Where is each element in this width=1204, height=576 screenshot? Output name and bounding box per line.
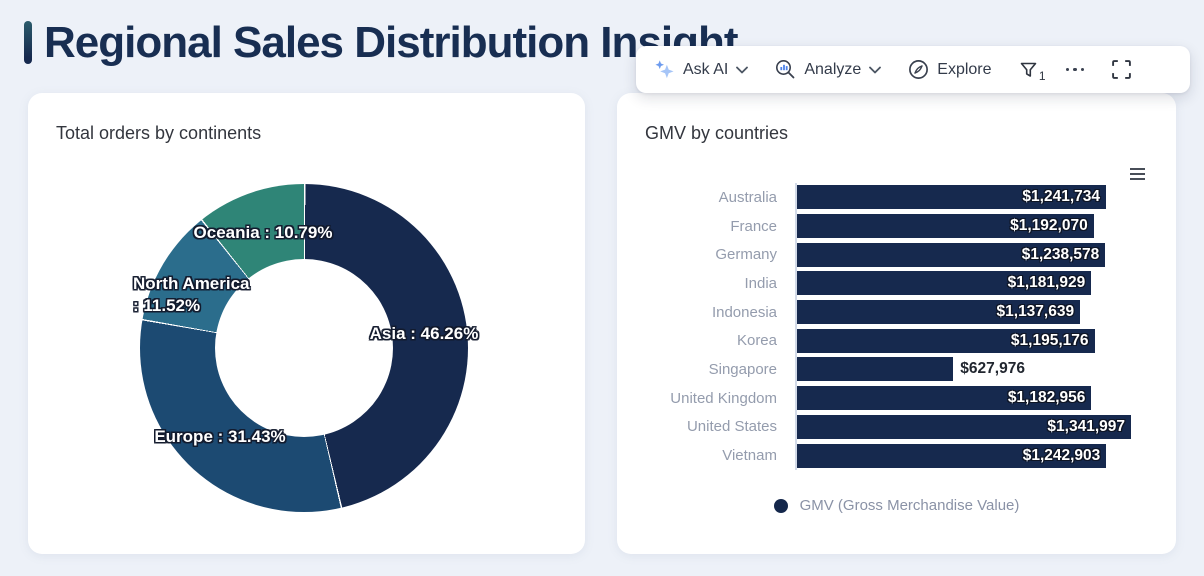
bar-row: United Kingdom $1,182,956	[617, 383, 1137, 413]
chevron-down-icon	[736, 66, 749, 74]
hamburger-menu-icon	[1129, 167, 1146, 181]
country-label: Germany	[715, 246, 777, 264]
country-label: United States	[686, 418, 777, 436]
country-label: Singapore	[708, 360, 777, 378]
gmv-bar[interactable]: $1,182,956	[797, 386, 1092, 411]
bar-card-title: GMV by countries	[645, 123, 789, 143]
bar-track: $1,182,956	[795, 383, 1137, 413]
bar-track: $1,242,903	[795, 441, 1137, 470]
chart-legend[interactable]: GMV (Gross Merchandise Value)	[617, 497, 1176, 514]
bar-row: Australia $1,241,734	[617, 183, 1137, 212]
donut-hole	[215, 259, 393, 437]
fullscreen-button[interactable]	[1111, 59, 1132, 80]
analyze-label: Analyze	[804, 60, 862, 78]
gmv-bar[interactable]: $1,137,639	[797, 300, 1081, 325]
bar-value-label: $1,238,578	[1021, 245, 1100, 263]
legend-label: GMV (Gross Merchandise Value)	[799, 497, 1020, 514]
more-options-button[interactable]	[1065, 67, 1085, 72]
bar-track: $1,241,734	[795, 183, 1137, 212]
gmv-bar[interactable]: $1,341,997	[797, 414, 1131, 439]
gmv-bar[interactable]: $1,195,176	[797, 328, 1095, 353]
gmv-bar[interactable]: $1,192,070	[797, 214, 1094, 239]
ask-ai-label: Ask AI	[683, 60, 729, 78]
bar-row: Korea $1,195,176	[617, 326, 1137, 356]
ask-ai-button[interactable]: Ask AI	[654, 59, 749, 80]
gmv-bar[interactable]: $1,241,734	[797, 185, 1106, 210]
bar-track: $627,976	[795, 355, 1137, 384]
bar-value-label: $1,181,929	[1007, 274, 1086, 292]
bar-chart: Australia $1,241,734 France $1,192,070 Germa…	[617, 183, 1137, 470]
bar-track: $1,181,929	[795, 269, 1137, 298]
chevron-down-icon	[869, 66, 882, 74]
bar-value-label: $1,241,734	[1022, 188, 1100, 206]
gmv-bar[interactable]: $1,181,929	[797, 271, 1092, 296]
chart-menu-button[interactable]	[1129, 167, 1146, 181]
bar-row: Singapore $627,976	[617, 355, 1137, 384]
title-accent-bar	[24, 21, 32, 64]
bar-track: $1,341,997	[795, 412, 1137, 442]
explore-label: Explore	[937, 60, 992, 78]
filter-funnel-icon	[1019, 60, 1039, 80]
bar-track: $1,195,176	[795, 326, 1137, 356]
bar-track: $1,192,070	[795, 211, 1137, 241]
bar-value-label: $627,976	[960, 360, 1025, 378]
bar-row: India $1,181,929	[617, 269, 1137, 298]
country-label: Indonesia	[711, 303, 777, 321]
filter-count-badge: 1	[1038, 68, 1046, 83]
bar-row: Vietnam $1,242,903	[617, 441, 1137, 470]
bar-value-label: $1,192,070	[1010, 217, 1088, 235]
gmv-bar[interactable]: $1,238,578	[797, 242, 1106, 267]
country-label: Vietnam	[722, 447, 777, 465]
bar-value-label: $1,341,997	[1047, 417, 1125, 435]
country-label: France	[730, 217, 777, 235]
donut-chart-card: Total orders by continents Asia : 46.26%…	[28, 93, 585, 554]
sparkle-icon	[654, 59, 675, 80]
country-label: United Kingdom	[670, 389, 777, 407]
gmv-bar[interactable]: $1,242,903	[797, 443, 1107, 468]
analyze-button[interactable]: Analyze	[775, 59, 882, 80]
ellipsis-icon	[1065, 67, 1085, 72]
bar-track: $1,137,639	[795, 297, 1137, 327]
explore-button[interactable]: Explore	[908, 59, 992, 80]
bar-row: France $1,192,070	[617, 211, 1137, 241]
country-label: India	[744, 274, 777, 292]
bar-row: Indonesia $1,137,639	[617, 297, 1137, 327]
bar-track: $1,238,578	[795, 240, 1137, 270]
fullscreen-icon	[1111, 59, 1132, 80]
bar-value-label: $1,182,956	[1007, 389, 1086, 407]
country-label: Australia	[718, 188, 777, 206]
bar-row: United States $1,341,997	[617, 412, 1137, 442]
donut-card-title: Total orders by continents	[56, 123, 262, 143]
page-title: Regional Sales Distribution Insight	[44, 18, 739, 67]
bar-value-label: $1,137,639	[996, 303, 1075, 321]
bar-value-label: $1,195,176	[1010, 331, 1089, 349]
chart-toolbar: Ask AI Analyze	[636, 46, 1190, 93]
magnifier-chart-icon	[775, 59, 796, 80]
bar-row: Germany $1,238,578	[617, 240, 1137, 270]
gmv-bar[interactable]	[797, 357, 954, 382]
legend-dot	[773, 498, 788, 513]
bar-chart-card: GMV by countries Australia $1,241,734 Fran…	[617, 93, 1176, 554]
filter-button[interactable]: 1	[1019, 60, 1046, 83]
compass-leaf-icon	[908, 59, 929, 80]
country-label: Korea	[736, 332, 777, 350]
bar-value-label: $1,242,903	[1022, 446, 1101, 464]
